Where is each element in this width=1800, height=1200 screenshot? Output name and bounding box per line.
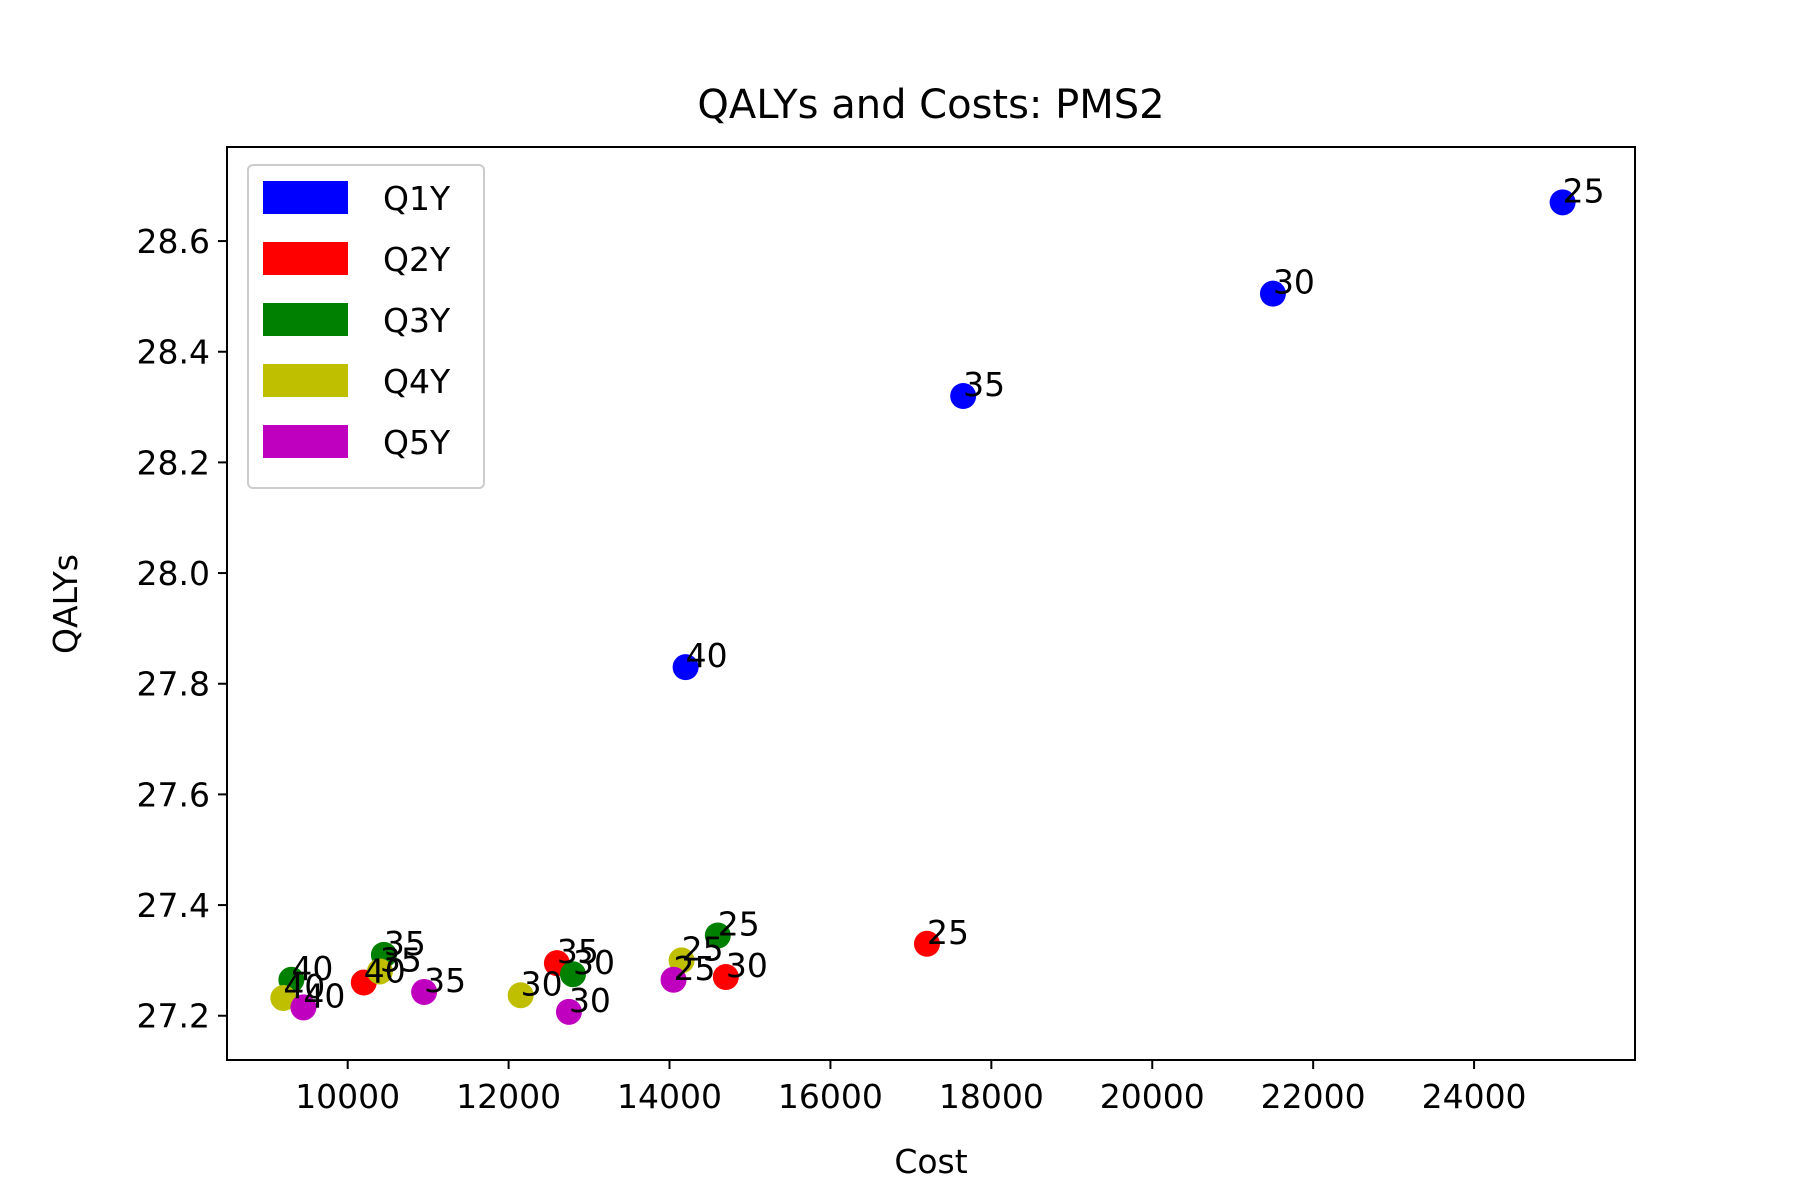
y-tick-label: 28.4 xyxy=(137,333,210,372)
legend-swatch xyxy=(263,242,348,275)
y-axis-label: QALYs xyxy=(46,554,85,654)
legend-swatch xyxy=(263,364,348,397)
y-tick-label: 27.4 xyxy=(137,886,210,925)
data-label: 40 xyxy=(303,976,345,1015)
data-label: 25 xyxy=(682,929,724,968)
data-point xyxy=(559,961,586,988)
x-tick-label: 16000 xyxy=(778,1077,883,1116)
series-labels-q1y: 25 30 35 40 xyxy=(686,171,1605,675)
x-tick-label: 12000 xyxy=(456,1077,561,1116)
data-label: 30 xyxy=(521,964,563,1003)
y-tick-label: 28.6 xyxy=(137,222,210,261)
chart-title: QALYs and Costs: PMS2 xyxy=(697,82,1164,128)
legend-label: Q2Y xyxy=(383,240,451,279)
data-point xyxy=(672,654,699,681)
data-label: 30 xyxy=(1273,263,1315,302)
y-tick-label: 27.8 xyxy=(137,665,210,704)
legend-label: Q5Y xyxy=(383,423,451,462)
data-point xyxy=(270,985,297,1012)
x-tick-label: 20000 xyxy=(1100,1077,1205,1116)
legend-label: Q3Y xyxy=(383,301,451,340)
x-tick-label: 24000 xyxy=(1422,1077,1527,1116)
y-tick-label: 27.6 xyxy=(137,775,210,814)
data-label: 25 xyxy=(674,949,716,988)
legend-swatch xyxy=(263,303,348,336)
data-label: 30 xyxy=(726,946,768,985)
data-label: 25 xyxy=(927,913,969,952)
data-label: 40 xyxy=(686,636,728,675)
data-point xyxy=(555,998,582,1025)
data-label: 35 xyxy=(557,932,599,971)
series-q1y xyxy=(672,189,1576,681)
data-label: 35 xyxy=(963,365,1005,404)
data-label: 35 xyxy=(384,924,426,963)
legend-swatch xyxy=(263,425,348,458)
data-label: 35 xyxy=(380,940,422,979)
x-tick-label: 14000 xyxy=(617,1077,722,1116)
data-label: 25 xyxy=(718,905,760,944)
data-label: 35 xyxy=(424,961,466,1000)
data-point xyxy=(660,966,687,993)
x-tick-label: 18000 xyxy=(939,1077,1044,1116)
series-q5y xyxy=(290,966,687,1025)
axes-frame xyxy=(226,146,1636,1061)
data-label: 40 xyxy=(364,952,406,991)
data-point xyxy=(950,383,977,409)
legend: Q1Y Q2Y Q3Y Q4Y Q5Y xyxy=(247,164,485,489)
y-tick-label: 27.2 xyxy=(137,997,210,1036)
y-tick-label: 28.2 xyxy=(137,443,210,482)
series-q3y xyxy=(278,922,731,993)
data-point xyxy=(366,958,393,985)
x-tick-label: 10000 xyxy=(295,1077,400,1116)
data-label: 30 xyxy=(573,943,615,982)
data-label: 40 xyxy=(291,949,333,988)
data-label: 25 xyxy=(1563,171,1605,210)
data-label: 40 xyxy=(283,967,325,1006)
legend-swatch xyxy=(263,181,348,214)
data-point xyxy=(290,994,317,1021)
plot-area: 10000 12000 14000 16000 18000 20000 22000 24000… xyxy=(137,171,1605,1116)
data-point xyxy=(1549,189,1576,216)
data-point xyxy=(411,978,438,1005)
legend-label: Q4Y xyxy=(383,362,451,401)
data-point xyxy=(712,964,739,990)
x-tick-label: 22000 xyxy=(1261,1077,1366,1116)
data-point xyxy=(507,982,534,1009)
data-point xyxy=(704,922,731,949)
data-label: 30 xyxy=(569,981,611,1020)
y-tick-label: 28.0 xyxy=(137,554,210,593)
data-point xyxy=(913,930,940,957)
legend-label: Q1Y xyxy=(383,179,451,218)
series-labels-q5y: 25 30 35 40 xyxy=(303,949,715,1020)
x-axis-label: Cost xyxy=(894,1142,967,1181)
data-point xyxy=(1259,280,1286,307)
